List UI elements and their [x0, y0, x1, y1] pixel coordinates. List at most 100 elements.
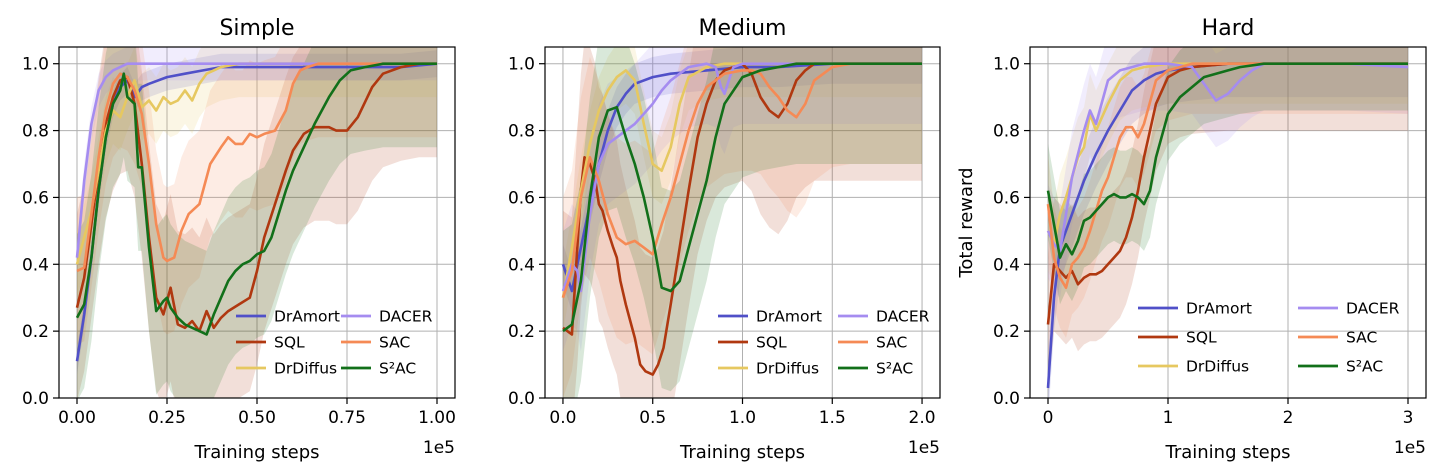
- series-line-dacer: [1046, 62, 1409, 253]
- y-tick-label: 1.0: [508, 55, 535, 75]
- x-tick-label: 1.00: [418, 408, 456, 428]
- y-tick-label: 0.2: [508, 322, 535, 342]
- plot-area: [75, 47, 438, 398]
- band-sql: [1048, 47, 1408, 392]
- axes-frame: [1029, 46, 1427, 399]
- chart-panel-simple: 0.00 0.25 0.50 0.75 1.00 0.0 0.2 0.4 0.6 0.8 1.0 Si…: [22, 16, 456, 463]
- legend-label-sac: SAC: [1346, 329, 1377, 347]
- band-s-ac: [1048, 47, 1408, 305]
- legend: DrAmort SQL DrDiffus DACER SAC S²AC: [718, 308, 930, 378]
- chart-title: Simple: [219, 16, 294, 41]
- series-line-sql: [562, 62, 922, 376]
- band-drdiffus: [77, 47, 437, 298]
- legend-label-dacer: DACER: [1346, 300, 1400, 318]
- y-tick-label: 0.8: [993, 122, 1020, 142]
- series-line-s-ac: [1046, 62, 1408, 259]
- band-dacer: [563, 47, 922, 352]
- series-line-sac: [561, 62, 922, 299]
- legend-label-drdiffus: DrDiffus: [1186, 358, 1249, 376]
- x-tick-label: 3: [1403, 408, 1414, 428]
- series-line-drdiffus: [561, 62, 922, 298]
- x-axis-label: Training steps: [1164, 442, 1290, 463]
- band-dramort: [1048, 47, 1408, 398]
- ticks: 0.00 0.25 0.50 0.75 1.00 0.0 0.2 0.4 0.6 0.8 1.0: [22, 55, 456, 428]
- series-line-sac: [1046, 62, 1408, 290]
- y-tick-label: 0.8: [22, 122, 49, 142]
- y-tick-label: 0.4: [22, 255, 49, 275]
- x-tick-label: 0.00: [58, 408, 96, 428]
- legend-label-dramort: DrAmort: [756, 308, 822, 326]
- y-tick-label: 0.6: [508, 188, 535, 208]
- band-sql: [563, 47, 922, 398]
- band-s-ac: [77, 47, 437, 398]
- legend-label-s-ac: S²AC: [1346, 358, 1383, 376]
- legend-label-dramort: DrAmort: [274, 308, 340, 326]
- x-tick-label: 1.5: [819, 408, 846, 428]
- band-s-ac: [563, 47, 922, 398]
- legend: DrAmort SQL DrDiffus DACER SAC S²AC: [1138, 300, 1400, 376]
- y-tick-label: 0.2: [22, 322, 49, 342]
- y-tick-label: 1.0: [993, 55, 1020, 75]
- y-tick-label: 0.6: [22, 188, 49, 208]
- band-sac: [563, 47, 922, 398]
- series-line-s-ac: [75, 62, 437, 336]
- ticks: 0.0 0.5 1.0 1.5 2.0 0.0 0.2 0.4 0.6 0.8 1.0: [508, 55, 936, 428]
- y-tick-label: 0.4: [508, 255, 535, 275]
- legend-label-drdiffus: DrDiffus: [274, 360, 337, 378]
- legend-label-sql: SQL: [1186, 329, 1217, 347]
- series-line-sql: [1046, 62, 1408, 325]
- series-line-s-ac: [562, 62, 922, 333]
- y-tick-label: 0.8: [508, 122, 535, 142]
- band-drdiffus: [1048, 47, 1408, 285]
- plot-area: [561, 47, 922, 398]
- y-tick-label: 0.4: [993, 255, 1020, 275]
- y-tick-label: 1.0: [22, 55, 49, 75]
- legend-label-s-ac: S²AC: [876, 360, 913, 378]
- x-tick-label: 0: [1043, 408, 1054, 428]
- ticks: 0 1 2 3 0.0 0.2 0.4 0.6 0.8 1.0: [993, 55, 1413, 428]
- plot-area: [1046, 47, 1409, 398]
- chart-title: Medium: [699, 16, 787, 41]
- legend-label-dacer: DACER: [379, 308, 433, 326]
- x-tick-label: 1: [1163, 408, 1174, 428]
- band-sac: [1048, 47, 1408, 338]
- y-tick-label: 0.0: [993, 389, 1020, 409]
- legend-label-sql: SQL: [756, 334, 787, 352]
- x-tick-label: 0.0: [549, 408, 576, 428]
- legend: DrAmort SQL DrDiffus DACER SAC S²AC: [236, 308, 433, 378]
- chart-title: Hard: [1202, 16, 1255, 41]
- y-tick-label: 0.6: [993, 188, 1020, 208]
- band-drdiffus: [563, 47, 922, 332]
- x-tick-label: 2.0: [909, 408, 936, 428]
- x-tick-label: 2: [1283, 408, 1294, 428]
- y-tick-label: 0.0: [508, 389, 535, 409]
- x-tick-label: 1.0: [729, 408, 756, 428]
- legend-label-drdiffus: DrDiffus: [756, 360, 819, 378]
- legend-label-s-ac: S²AC: [379, 360, 416, 378]
- x-tick-label: 0.50: [238, 408, 276, 428]
- x-axis-label: Training steps: [193, 442, 319, 463]
- x-tick-label: 0.75: [328, 408, 366, 428]
- legend-label-sac: SAC: [379, 334, 410, 352]
- y-tick-label: 0.2: [993, 322, 1020, 342]
- legend-label-sql: SQL: [274, 334, 305, 352]
- band-dacer: [1048, 47, 1408, 298]
- band-sql: [77, 47, 437, 398]
- legend-label-dramort: DrAmort: [1186, 300, 1252, 318]
- band-dramort: [563, 47, 922, 312]
- legend-label-dacer: DACER: [876, 308, 930, 326]
- series-line-dacer: [561, 62, 922, 293]
- x-offset-text: 1e5: [908, 438, 940, 458]
- x-offset-text: 1e5: [423, 438, 455, 458]
- y-tick-label: 0.0: [22, 389, 49, 409]
- band-sac: [77, 47, 437, 345]
- chart-panel-hard: 0 1 2 3 0.0 0.2 0.4 0.6 0.8 1.0 Hard Training steps…: [956, 16, 1427, 463]
- x-axis-label: Training steps: [679, 442, 805, 463]
- chart-panel-medium: 0.0 0.5 1.0 1.5 2.0 0.0 0.2 0.4 0.6 0.8 1.0 Medium T…: [508, 16, 941, 463]
- grid: [545, 47, 940, 399]
- x-offset-text: 1e5: [1394, 438, 1426, 458]
- x-tick-label: 0.5: [639, 408, 666, 428]
- legend-label-sac: SAC: [876, 334, 907, 352]
- x-tick-label: 0.25: [148, 408, 186, 428]
